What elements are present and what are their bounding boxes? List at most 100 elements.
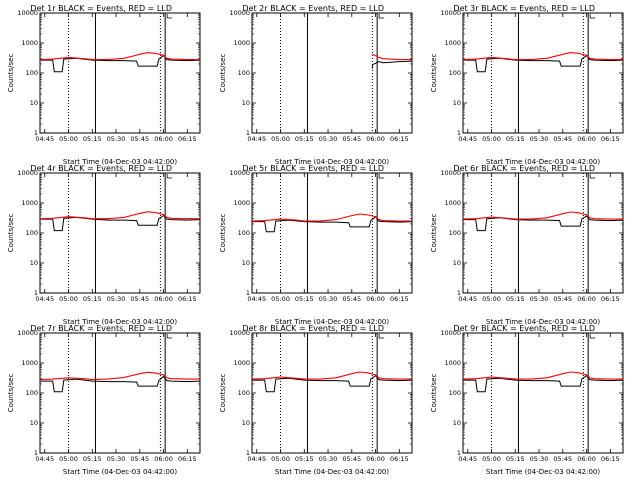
series-line-lld bbox=[39, 211, 200, 220]
x-tick-label: 05:00 bbox=[59, 295, 78, 303]
x-axis-label: Start Time (04-Dec-03 04:42:00) bbox=[63, 158, 177, 166]
chart-panel-det-9r: Det 9r BLACK = Events, RED = LLD Counts/… bbox=[430, 324, 624, 476]
x-tick-label: 06:00 bbox=[577, 135, 596, 143]
y-tick-label: 10000 bbox=[440, 9, 461, 17]
y-tick-label: 1000 bbox=[233, 199, 250, 207]
x-tick-label: 06:00 bbox=[154, 135, 173, 143]
y-axis-label: Counts/sec bbox=[430, 374, 438, 413]
x-axis-label: Start Time (04-Dec-03 04:42:00) bbox=[275, 318, 389, 326]
chart-panel-det-8r: Det 8r BLACK = Events, RED = LLD Counts/… bbox=[219, 324, 413, 476]
x-tick-label: 05:30 bbox=[319, 455, 338, 463]
series-line-events bbox=[463, 54, 624, 73]
chart-panel-det-7r: Det 7r BLACK = Events, RED = LLD Counts/… bbox=[7, 324, 201, 476]
series-line-events bbox=[252, 215, 413, 233]
x-tick-label: 06:15 bbox=[601, 295, 620, 303]
x-tick-label: 06:00 bbox=[154, 295, 173, 303]
chart-title: Det 6r BLACK = Events, RED = LLD bbox=[453, 164, 595, 173]
x-axis-label: Start Time (04-Dec-03 04:42:00) bbox=[63, 468, 177, 476]
x-tick-label: 05:30 bbox=[530, 455, 549, 463]
y-tick-label: 1000 bbox=[21, 359, 38, 367]
y-tick-label: 1000 bbox=[233, 359, 250, 367]
marker-bracket bbox=[589, 334, 596, 339]
y-axis-label: Counts/sec bbox=[219, 214, 227, 253]
x-tick-label: 04:45 bbox=[247, 295, 266, 303]
chart-title: Det 5r BLACK = Events, RED = LLD bbox=[242, 164, 384, 173]
series-line-events bbox=[463, 215, 624, 232]
x-tick-label: 05:15 bbox=[506, 455, 525, 463]
y-tick-label: 100 bbox=[238, 69, 250, 77]
y-tick-label: 1 bbox=[246, 289, 250, 297]
x-tick-label: 04:45 bbox=[247, 455, 266, 463]
x-tick-label: 05:15 bbox=[506, 135, 525, 143]
x-axis-label: Start Time (04-Dec-03 04:42:00) bbox=[486, 468, 600, 476]
x-tick-label: 05:00 bbox=[482, 295, 501, 303]
x-tick-label: 05:45 bbox=[130, 135, 149, 143]
marker-bracket bbox=[166, 334, 173, 339]
y-tick-label: 1000 bbox=[444, 199, 461, 207]
chart-title: Det 8r BLACK = Events, RED = LLD bbox=[242, 324, 384, 333]
x-tick-label: 04:45 bbox=[35, 295, 54, 303]
x-tick-label: 05:15 bbox=[83, 455, 102, 463]
x-tick-label: 05:30 bbox=[319, 135, 338, 143]
y-tick-label: 10000 bbox=[17, 169, 38, 177]
y-axis-label: Counts/sec bbox=[219, 374, 227, 413]
chart-panel-det-2r: Det 2r BLACK = Events, RED = LLD Counts/… bbox=[219, 4, 413, 166]
chart-title: Det 3r BLACK = Events, RED = LLD bbox=[453, 4, 595, 13]
chart-title: Det 2r BLACK = Events, RED = LLD bbox=[242, 4, 384, 13]
y-axis-label: Counts/sec bbox=[7, 214, 15, 253]
x-tick-label: 05:15 bbox=[83, 295, 102, 303]
x-tick-label: 05:15 bbox=[295, 455, 314, 463]
x-axis-label: Start Time (04-Dec-03 04:42:00) bbox=[63, 318, 177, 326]
x-tick-label: 04:45 bbox=[247, 135, 266, 143]
x-tick-label: 04:45 bbox=[35, 135, 54, 143]
chart-title: Det 7r BLACK = Events, RED = LLD bbox=[30, 324, 172, 333]
x-axis-label: Start Time (04-Dec-03 04:42:00) bbox=[275, 468, 389, 476]
marker-bracket bbox=[378, 14, 385, 19]
marker-bracket bbox=[589, 174, 596, 179]
y-axis-label: Counts/sec bbox=[430, 54, 438, 93]
series-line-lld bbox=[462, 371, 623, 380]
x-tick-label: 05:45 bbox=[130, 455, 149, 463]
x-tick-label: 06:00 bbox=[154, 455, 173, 463]
series-line-events bbox=[40, 54, 201, 73]
x-tick-label: 06:15 bbox=[178, 135, 197, 143]
y-axis-label: Counts/sec bbox=[7, 54, 15, 93]
y-tick-label: 10000 bbox=[229, 329, 250, 337]
y-tick-label: 10 bbox=[30, 419, 38, 427]
x-tick-label: 06:15 bbox=[390, 135, 409, 143]
x-tick-label: 05:00 bbox=[271, 295, 290, 303]
x-tick-label: 04:45 bbox=[458, 135, 477, 143]
y-tick-label: 10 bbox=[242, 259, 250, 267]
x-tick-label: 06:15 bbox=[390, 455, 409, 463]
series-line-lld bbox=[462, 211, 623, 220]
y-tick-label: 1000 bbox=[21, 199, 38, 207]
x-tick-label: 05:15 bbox=[506, 295, 525, 303]
y-tick-label: 100 bbox=[238, 389, 250, 397]
x-tick-label: 05:45 bbox=[342, 295, 361, 303]
y-tick-label: 1 bbox=[457, 449, 461, 457]
marker-bracket bbox=[166, 174, 173, 179]
chart-title: Det 1r BLACK = Events, RED = LLD bbox=[30, 4, 172, 13]
y-tick-label: 100 bbox=[238, 229, 250, 237]
y-tick-label: 10 bbox=[30, 99, 38, 107]
x-axis-label: Start Time (04-Dec-03 04:42:00) bbox=[486, 318, 600, 326]
x-tick-label: 05:45 bbox=[342, 135, 361, 143]
chart-panel-det-4r: Det 4r BLACK = Events, RED = LLD Counts/… bbox=[7, 164, 201, 326]
chart-title: Det 9r BLACK = Events, RED = LLD bbox=[453, 324, 595, 333]
y-tick-label: 1000 bbox=[233, 39, 250, 47]
x-tick-label: 05:45 bbox=[553, 455, 572, 463]
y-tick-label: 1 bbox=[34, 449, 38, 457]
x-tick-label: 06:15 bbox=[390, 295, 409, 303]
series-line-lld bbox=[39, 52, 200, 61]
x-tick-label: 06:00 bbox=[577, 295, 596, 303]
chart-panel-det-5r: Det 5r BLACK = Events, RED = LLD Counts/… bbox=[219, 164, 413, 326]
x-tick-label: 05:00 bbox=[271, 135, 290, 143]
x-tick-label: 05:30 bbox=[107, 455, 126, 463]
y-tick-label: 100 bbox=[26, 229, 38, 237]
x-tick-label: 05:45 bbox=[342, 455, 361, 463]
marker-bracket bbox=[166, 14, 173, 19]
x-tick-label: 05:30 bbox=[107, 295, 126, 303]
series-line-events bbox=[371, 60, 413, 69]
